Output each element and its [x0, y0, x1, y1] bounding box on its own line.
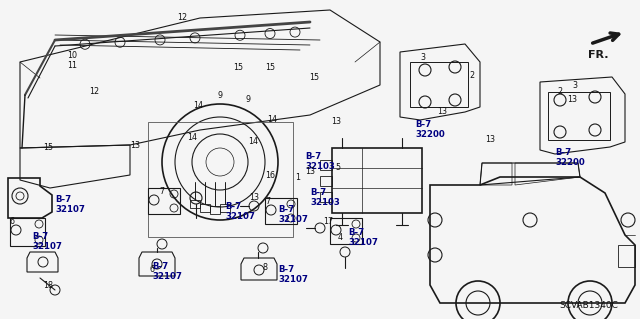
Text: 17: 17: [323, 218, 333, 226]
Text: 13: 13: [331, 117, 341, 127]
Text: 14: 14: [187, 133, 197, 143]
Text: 9: 9: [218, 91, 223, 100]
Text: B-7
32200: B-7 32200: [415, 120, 445, 139]
Text: 2: 2: [557, 87, 563, 97]
Bar: [210, 206, 220, 214]
Text: B-7
32107: B-7 32107: [278, 265, 308, 285]
Text: 11: 11: [67, 62, 77, 70]
Text: 14: 14: [267, 115, 277, 124]
Text: 6: 6: [10, 218, 15, 226]
Bar: [10, 218, 45, 246]
Text: B-7
32107: B-7 32107: [152, 262, 182, 281]
Text: 16: 16: [265, 170, 275, 180]
Text: B-7
32107: B-7 32107: [225, 202, 255, 221]
Text: 13: 13: [437, 108, 447, 116]
Bar: [190, 200, 200, 208]
Bar: [220, 204, 230, 212]
Bar: [548, 92, 610, 140]
Bar: [320, 176, 332, 186]
Text: 6: 6: [150, 265, 154, 275]
Bar: [148, 188, 180, 214]
Text: 12: 12: [89, 87, 99, 97]
Text: 14: 14: [248, 137, 258, 146]
Text: 7: 7: [159, 188, 164, 197]
Text: 5: 5: [335, 164, 340, 173]
Text: 7: 7: [266, 197, 271, 206]
Bar: [320, 160, 332, 170]
Bar: [200, 204, 210, 212]
Bar: [618, 245, 635, 267]
Bar: [330, 218, 362, 244]
Text: 8: 8: [262, 263, 268, 272]
Text: 4: 4: [337, 234, 342, 242]
Text: 13: 13: [567, 95, 577, 105]
Text: 15: 15: [309, 73, 319, 83]
Text: SCVAB1340C: SCVAB1340C: [559, 301, 618, 310]
Bar: [265, 198, 297, 224]
Text: 3: 3: [573, 81, 577, 91]
Bar: [320, 192, 332, 202]
Text: 13: 13: [485, 136, 495, 145]
Text: B-7
32103: B-7 32103: [305, 152, 335, 171]
Text: 18: 18: [43, 280, 53, 290]
Text: B-7
32107: B-7 32107: [278, 205, 308, 224]
Text: 13: 13: [305, 167, 315, 176]
Text: B-7
32107: B-7 32107: [32, 232, 62, 251]
Text: 1: 1: [296, 174, 301, 182]
Text: B-7
32107: B-7 32107: [348, 228, 378, 248]
Text: 15: 15: [43, 144, 53, 152]
Text: 13: 13: [249, 194, 259, 203]
Text: 3: 3: [420, 54, 426, 63]
Bar: [332, 148, 422, 213]
Bar: [148, 122, 293, 237]
Text: 13: 13: [130, 140, 140, 150]
Bar: [410, 62, 468, 107]
Text: B-7
32107: B-7 32107: [55, 195, 85, 214]
Text: B-7
32200: B-7 32200: [555, 148, 585, 167]
Text: 15: 15: [233, 63, 243, 72]
Text: B-7
32103: B-7 32103: [310, 188, 340, 207]
Text: 9: 9: [245, 95, 251, 105]
Text: 15: 15: [265, 63, 275, 72]
Text: 14: 14: [193, 100, 203, 109]
Text: 2: 2: [469, 70, 475, 79]
Text: 12: 12: [177, 13, 187, 23]
Text: 10: 10: [67, 50, 77, 60]
Text: FR.: FR.: [588, 50, 609, 60]
